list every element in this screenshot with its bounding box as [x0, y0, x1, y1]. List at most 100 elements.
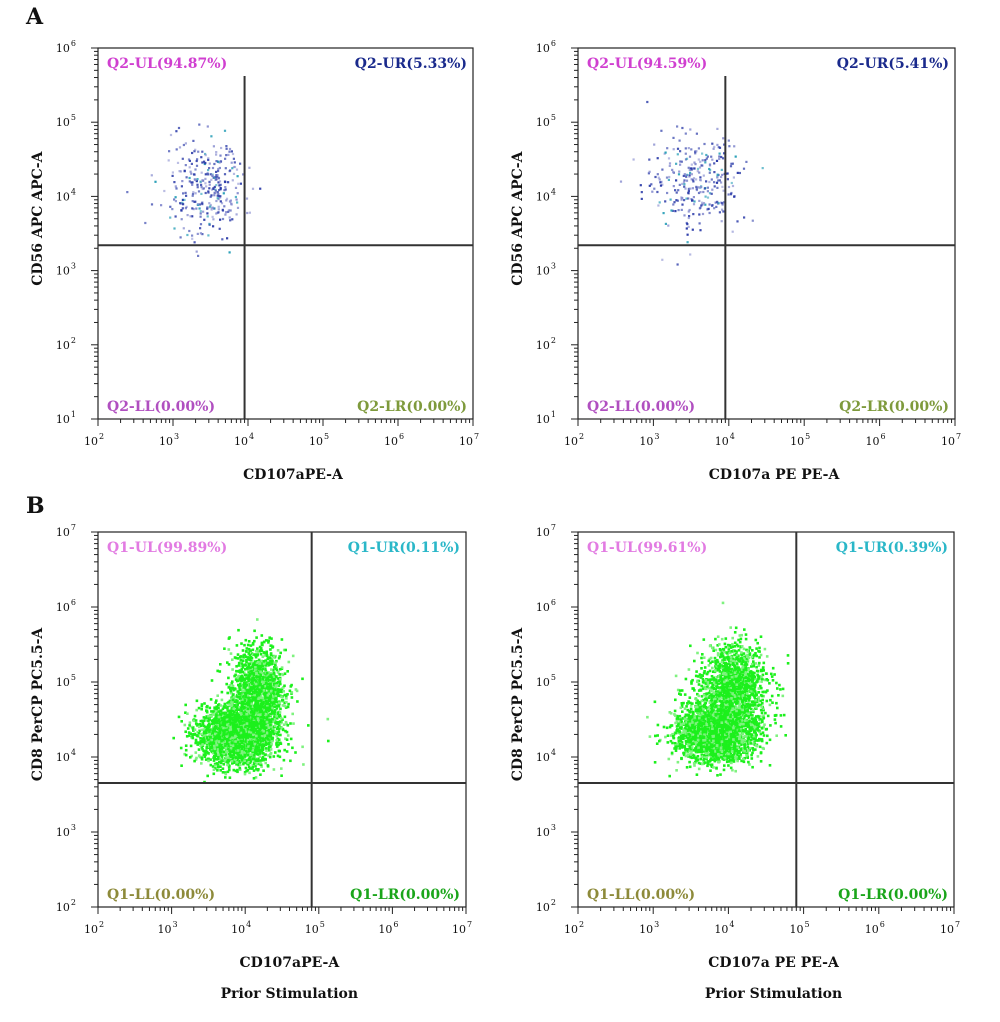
scatter-point: [206, 206, 209, 209]
scatter-point: [251, 746, 255, 749]
scatter-point: [250, 723, 253, 727]
scatter-point: [233, 656, 237, 659]
scatter-point: [253, 678, 256, 682]
scatter-point: [262, 758, 265, 762]
scatter-point: [197, 706, 201, 710]
scatter-point: [270, 659, 274, 663]
scatter-point: [252, 720, 256, 724]
scatter-point: [619, 180, 623, 183]
scatter-point: [290, 691, 294, 694]
scatter-point: [245, 718, 249, 722]
scatter-point: [231, 718, 235, 722]
scatter-point: [684, 174, 688, 177]
scatter-point: [732, 176, 735, 179]
scatter-point: [201, 740, 204, 743]
scatter-point: [215, 199, 218, 203]
scatter-point: [280, 695, 283, 699]
scatter-point: [276, 649, 280, 652]
scatter-point: [226, 725, 229, 729]
x-axis-title: CD107a PE PE-A: [709, 467, 841, 483]
scatter-point: [208, 730, 211, 733]
scatter-point: [260, 686, 264, 689]
scatter-point: [727, 185, 731, 189]
scatter-point: [200, 703, 204, 706]
scatter-point: [245, 744, 249, 748]
scatter-point: [189, 215, 192, 218]
scatter-point: [273, 715, 276, 719]
scatter-point: [271, 711, 274, 715]
scatter-point: [269, 689, 273, 693]
scatter-point: [219, 188, 222, 191]
scatter-point: [188, 180, 191, 183]
scatter-point: [237, 762, 240, 766]
scatter-point: [244, 674, 248, 678]
plot-b-left: 102 103 104 105 106 107102103104105106107Q1-U…: [30, 523, 472, 1002]
scatter-point: [195, 180, 198, 183]
scatter-point: [736, 220, 739, 223]
scatter-point: [232, 707, 235, 710]
scatter-point: [190, 162, 193, 165]
x-tick-label: 104: [715, 432, 735, 448]
scatter-point: [227, 209, 230, 212]
scatter-point: [195, 159, 198, 163]
scatter-point: [718, 155, 721, 158]
scatter-point: [237, 692, 241, 696]
scatter-point: [256, 726, 260, 730]
scatter-point: [690, 173, 693, 176]
scatter-point: [734, 155, 737, 158]
scatter-point: [182, 203, 185, 206]
scatter-point: [180, 209, 183, 212]
scatter-point: [223, 702, 227, 706]
scatter-point: [296, 700, 299, 703]
scatter-point: [273, 689, 276, 692]
scatter-point: [237, 661, 241, 665]
scatter-point: [685, 157, 689, 160]
y-tick-label: 106: [56, 598, 76, 614]
scatter-point: [251, 187, 255, 190]
scatter-point: [244, 714, 248, 718]
scatter-point: [228, 720, 232, 723]
scatter-point: [269, 708, 272, 712]
scatter-point: [269, 679, 272, 682]
scatter-point: [174, 185, 177, 188]
scatter-point: [221, 741, 224, 744]
scatter-point: [212, 768, 216, 771]
scatter-point: [235, 213, 238, 216]
scatter-point: [237, 706, 240, 709]
scatter-point: [249, 644, 253, 647]
scatter-point: [280, 774, 283, 777]
scatter-point: [269, 751, 273, 755]
scatter-point: [198, 723, 201, 726]
scatter-point: [274, 661, 277, 664]
scatter-point: [661, 183, 664, 186]
scatter-point: [254, 655, 258, 659]
scatter-point: [246, 761, 250, 764]
scatter-point: [242, 711, 246, 714]
scatter-point: [249, 749, 253, 753]
scatter-point: [193, 714, 197, 718]
scatter-point: [252, 674, 256, 677]
scatter-point: [200, 156, 203, 159]
scatter-point: [244, 704, 248, 708]
scatter-point: [252, 712, 255, 715]
scatter-point: [250, 702, 254, 706]
scatter-point: [229, 689, 233, 693]
scatter-point: [248, 672, 252, 676]
scatter-point: [716, 186, 719, 189]
scatter-point: [231, 179, 234, 182]
scatter-point: [222, 721, 225, 725]
panel-label-b: B: [26, 493, 45, 519]
scatter-point: [255, 762, 259, 765]
scatter-point: [268, 734, 272, 737]
scatter-point: [218, 184, 221, 187]
scatter-point: [198, 203, 201, 206]
scatter-point: [247, 696, 251, 700]
scatter-point: [245, 197, 249, 200]
scatter-point: [718, 211, 721, 214]
scatter-point: [242, 681, 246, 685]
scatter-point: [212, 772, 216, 776]
scatter-point: [239, 162, 242, 165]
scatter-point: [715, 181, 719, 184]
scatter-point: [255, 693, 259, 697]
scatter-point: [277, 656, 281, 660]
